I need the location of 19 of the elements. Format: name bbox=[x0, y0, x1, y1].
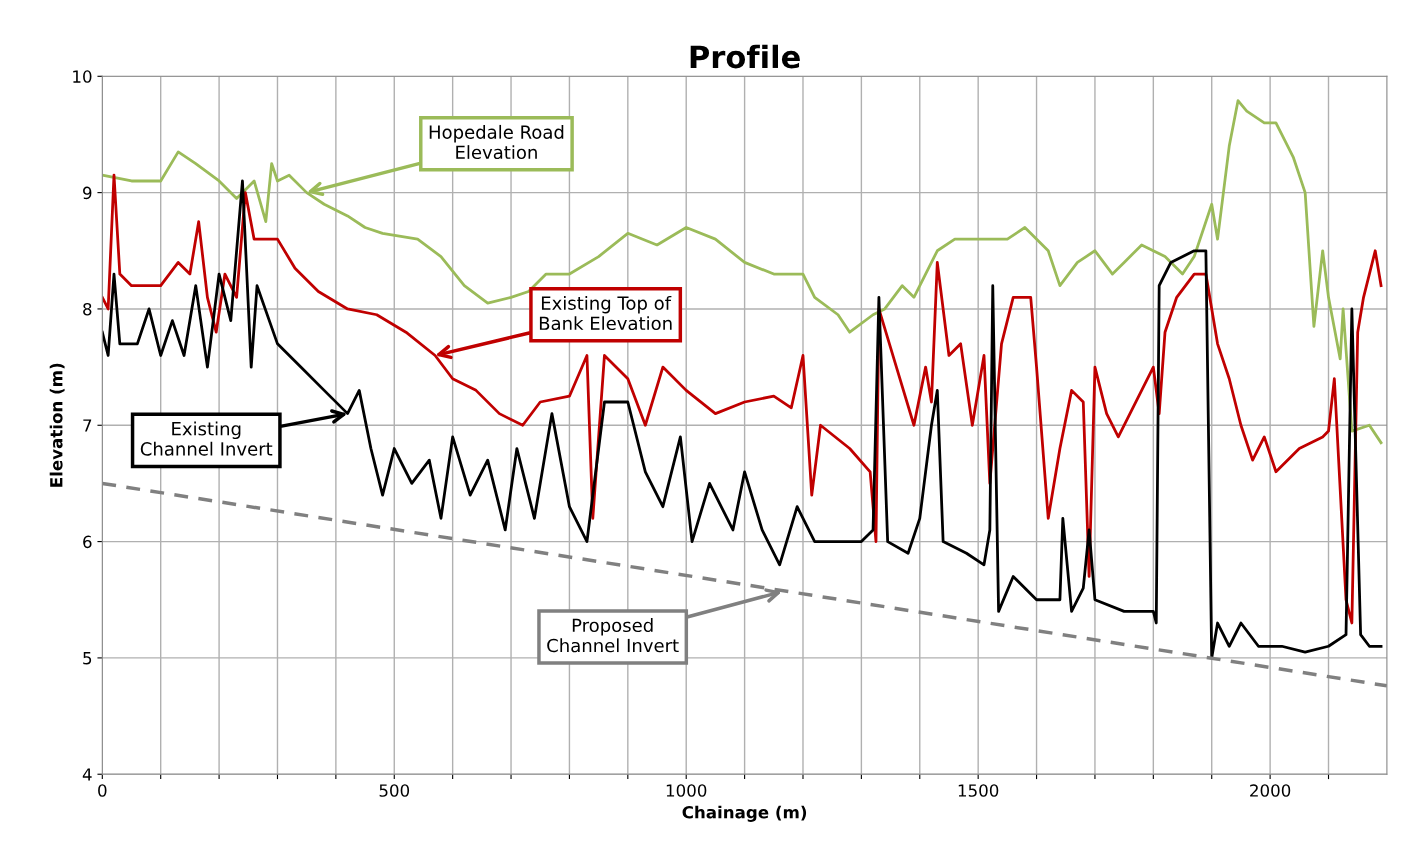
x-tick-label: 1000 bbox=[666, 784, 707, 797]
y-tick-label: 7 bbox=[83, 419, 92, 432]
x-tick-label: 0 bbox=[98, 784, 107, 797]
y-axis-title: Elevation (m) bbox=[49, 363, 65, 487]
y-tick-label: 10 bbox=[73, 70, 92, 83]
annotation: Existing Top of Bank Elevation bbox=[539, 295, 672, 331]
x-tick-label: 1500 bbox=[958, 784, 999, 797]
x-tick-label: 500 bbox=[379, 784, 410, 797]
annotation: Existing Channel Invert bbox=[140, 421, 273, 456]
x-tick-label: 2000 bbox=[1250, 784, 1291, 797]
annotation: Proposed Channel Invert bbox=[547, 618, 679, 653]
x-axis-title: Chainage (m) bbox=[682, 805, 807, 822]
y-tick-label: 9 bbox=[83, 186, 92, 200]
chart-title: Profile bbox=[690, 44, 800, 69]
y-tick-label: 6 bbox=[83, 535, 92, 549]
y-tick-label: 8 bbox=[83, 302, 92, 316]
y-tick-label: 4 bbox=[82, 768, 92, 781]
y-tick-label: 5 bbox=[83, 652, 92, 665]
annotation: Hopedale Road Elevation bbox=[429, 124, 564, 160]
